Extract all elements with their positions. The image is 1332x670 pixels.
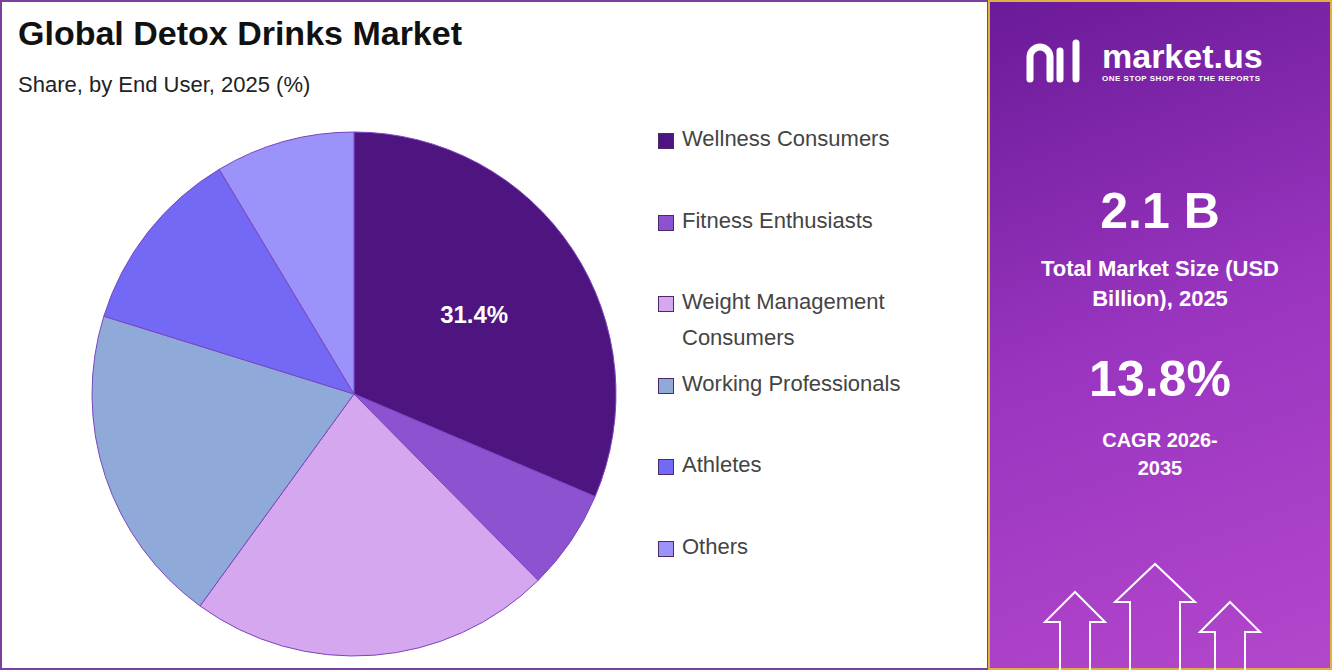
html-text:Share, by End User, 2025 (%): Share, by End User, 2025 (%) (18, 72, 311, 97)
html-text:2.1 B: 2.1 B (1100, 183, 1220, 239)
html-text:Others: Others (682, 533, 748, 559)
html-text:CAGR 2026-2035: CAGR 2026-2035 (1102, 429, 1218, 479)
html-text:market.us: market.us (1102, 37, 1263, 75)
html-text:Wellness Consumers: Wellness Consumers (682, 126, 890, 151)
html-text:ONE STOP SHOP FOR THE REPORTS: ONE STOP SHOP FOR THE REPORTS (1102, 74, 1261, 83)
html-text:Fitness Enthusiasts: Fitness Enthusiasts (682, 207, 873, 233)
html-text:13.8%: 13.8% (1089, 351, 1231, 407)
html-text:Total Market Size (USD Billion: Total Market Size (USD Billion), 2025 (1041, 256, 1279, 311)
html-text:Working Professionals: Working Professionals (682, 370, 901, 396)
html-text:Athletes: Athletes (682, 452, 762, 477)
html-text:Weight Management Consumers: Weight Management Consumers (682, 289, 885, 350)
html-text:Global Detox Drinks Market: Global Detox Drinks Market (18, 14, 462, 52)
svg-text:31.4%: 31.4% (440, 301, 508, 328)
